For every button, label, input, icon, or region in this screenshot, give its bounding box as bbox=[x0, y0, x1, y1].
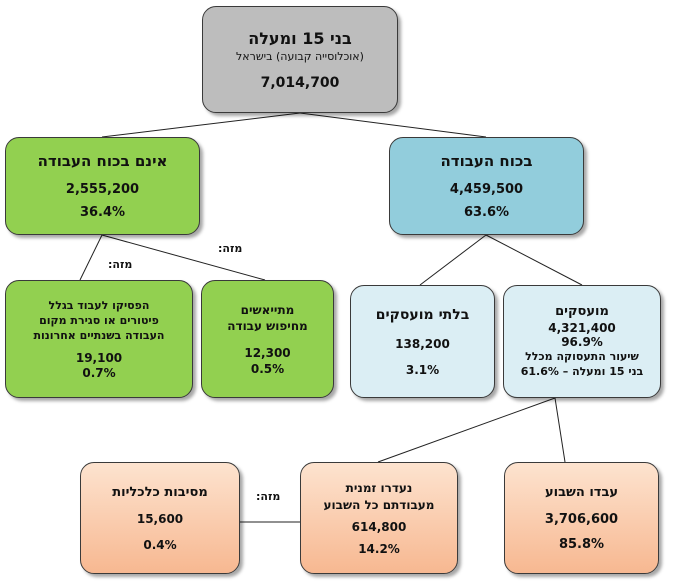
quit-work-box: הפסיקו לעבוד בגלל פיטורים או סגירת מקום … bbox=[5, 280, 193, 398]
temporarily-absent-box: נעדרו זמנית מעבודתם כל השבוע 614,800 14.… bbox=[300, 462, 458, 574]
unemployed-title: בלתי מועסקים bbox=[375, 306, 470, 323]
temporarily-absent-percent: 14.2% bbox=[358, 542, 400, 556]
discouraged-box: מתייאשים מחיפוש עבודה 12,300 0.5% bbox=[201, 280, 334, 398]
line-root-to-labor bbox=[299, 112, 487, 138]
unemployed-percent: 3.1% bbox=[405, 362, 440, 377]
line-labor-to-employed bbox=[485, 234, 583, 286]
unemployed-value: 138,200 bbox=[395, 336, 450, 351]
labor-force-value: 4,459,500 bbox=[449, 182, 524, 197]
employed-value: 4,321,400 bbox=[548, 321, 616, 335]
employed-rate-note: שיעור התעסוקה מכלל בני 15 ומעלה – 61.6% bbox=[520, 350, 644, 378]
labor-force-percent: 63.6% bbox=[463, 205, 510, 220]
economic-reasons-value: 15,600 bbox=[136, 511, 184, 526]
line-employed-to-worked bbox=[554, 397, 566, 463]
of-which-label-economic: מזה: bbox=[256, 490, 281, 503]
labor-force-title: בכוח העבודה bbox=[440, 152, 533, 170]
root-population-box: בני 15 ומעלה (אוכלוסייה קבועה) בישראל 7,… bbox=[202, 6, 398, 113]
economic-reasons-box: מסיבות כלכליות 15,600 0.4% bbox=[80, 462, 240, 574]
not-labor-force-box: אינם בכוח העבודה 2,555,200 36.4% bbox=[5, 137, 200, 235]
quit-work-percent: 0.7% bbox=[82, 366, 116, 380]
quit-work-title: הפסיקו לעבוד בגלל פיטורים או סגירת מקום … bbox=[33, 299, 165, 342]
line-root-to-not-labor bbox=[101, 112, 301, 138]
labor-force-box: בכוח העבודה 4,459,500 63.6% bbox=[389, 137, 584, 235]
worked-week-value: 3,706,600 bbox=[544, 511, 619, 527]
temporarily-absent-value: 614,800 bbox=[351, 520, 407, 534]
line-employed-to-temp bbox=[377, 397, 556, 463]
discouraged-percent: 0.5% bbox=[250, 362, 285, 376]
worked-week-box: עבדו השבוע 3,706,600 85.8% bbox=[504, 462, 659, 574]
unemployed-box: בלתי מועסקים 138,200 3.1% bbox=[350, 285, 495, 398]
employed-percent: 96.9% bbox=[561, 335, 603, 349]
not-labor-force-title: אינם בכוח העבודה bbox=[37, 152, 168, 170]
line-notlabor-to-quit bbox=[79, 234, 103, 281]
line-labor-to-unemployed bbox=[419, 234, 487, 286]
quit-work-value: 19,100 bbox=[75, 351, 123, 365]
discouraged-value: 12,300 bbox=[244, 346, 291, 360]
economic-reasons-percent: 0.4% bbox=[143, 537, 177, 552]
temporarily-absent-title: נעדרו זמנית מעבודתם כל השבוע bbox=[323, 481, 435, 512]
worked-week-percent: 85.8% bbox=[558, 536, 605, 552]
employed-box: מועסקים 4,321,400 96.9% שיעור התעסוקה מכ… bbox=[503, 285, 661, 398]
economic-reasons-title: מסיבות כלכליות bbox=[112, 484, 208, 500]
of-which-label-discouraged: מזה: bbox=[218, 242, 243, 255]
worked-week-title: עבדו השבוע bbox=[544, 484, 619, 500]
root-subtitle: (אוכלוסייה קבועה) בישראל bbox=[236, 49, 364, 63]
not-labor-force-value: 2,555,200 bbox=[65, 182, 140, 197]
not-labor-force-percent: 36.4% bbox=[79, 205, 126, 220]
employed-title: מועסקים bbox=[555, 304, 609, 319]
discouraged-title: מתייאשים מחיפוש עבודה bbox=[227, 303, 308, 333]
root-title: בני 15 ומעלה bbox=[248, 28, 352, 48]
of-which-label-quit: מזה: bbox=[108, 258, 133, 271]
root-value: 7,014,700 bbox=[260, 74, 340, 91]
